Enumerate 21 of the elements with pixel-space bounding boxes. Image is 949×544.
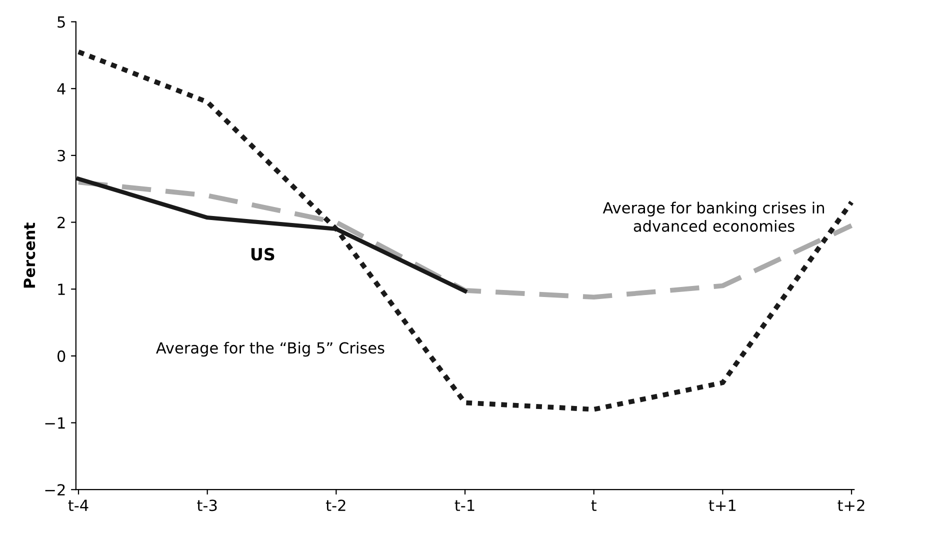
y-tick-label: 0	[57, 350, 66, 362]
x-tick-label: t-3	[197, 500, 217, 512]
y-tick-label: 1	[58, 284, 65, 295]
x-tick-label: t+1	[708, 500, 736, 511]
y-tick-label: 5	[58, 16, 65, 28]
y-axis-title: Percent	[24, 222, 36, 288]
y-tick-label: 4	[57, 83, 66, 94]
x-tick-label: t+2	[838, 500, 864, 511]
y-tick-label: 2	[58, 216, 65, 228]
line-series	[76, 180, 854, 300]
annotation: US	[251, 248, 274, 261]
annotation: Average for banking crises in advanced economies	[602, 202, 824, 232]
y-tick-label: −1	[45, 417, 65, 429]
x-tick-label: t-1	[454, 500, 474, 511]
y-tick-label: 3	[58, 150, 65, 162]
line-series	[76, 49, 854, 412]
annotation: Average for the “Big 5” Crises	[156, 342, 384, 357]
x-tick-label: t-2	[326, 500, 346, 511]
x-tick-label: t-4	[68, 500, 88, 511]
x-tick-label: t	[591, 500, 596, 511]
y-tick-label: −2	[45, 484, 65, 496]
